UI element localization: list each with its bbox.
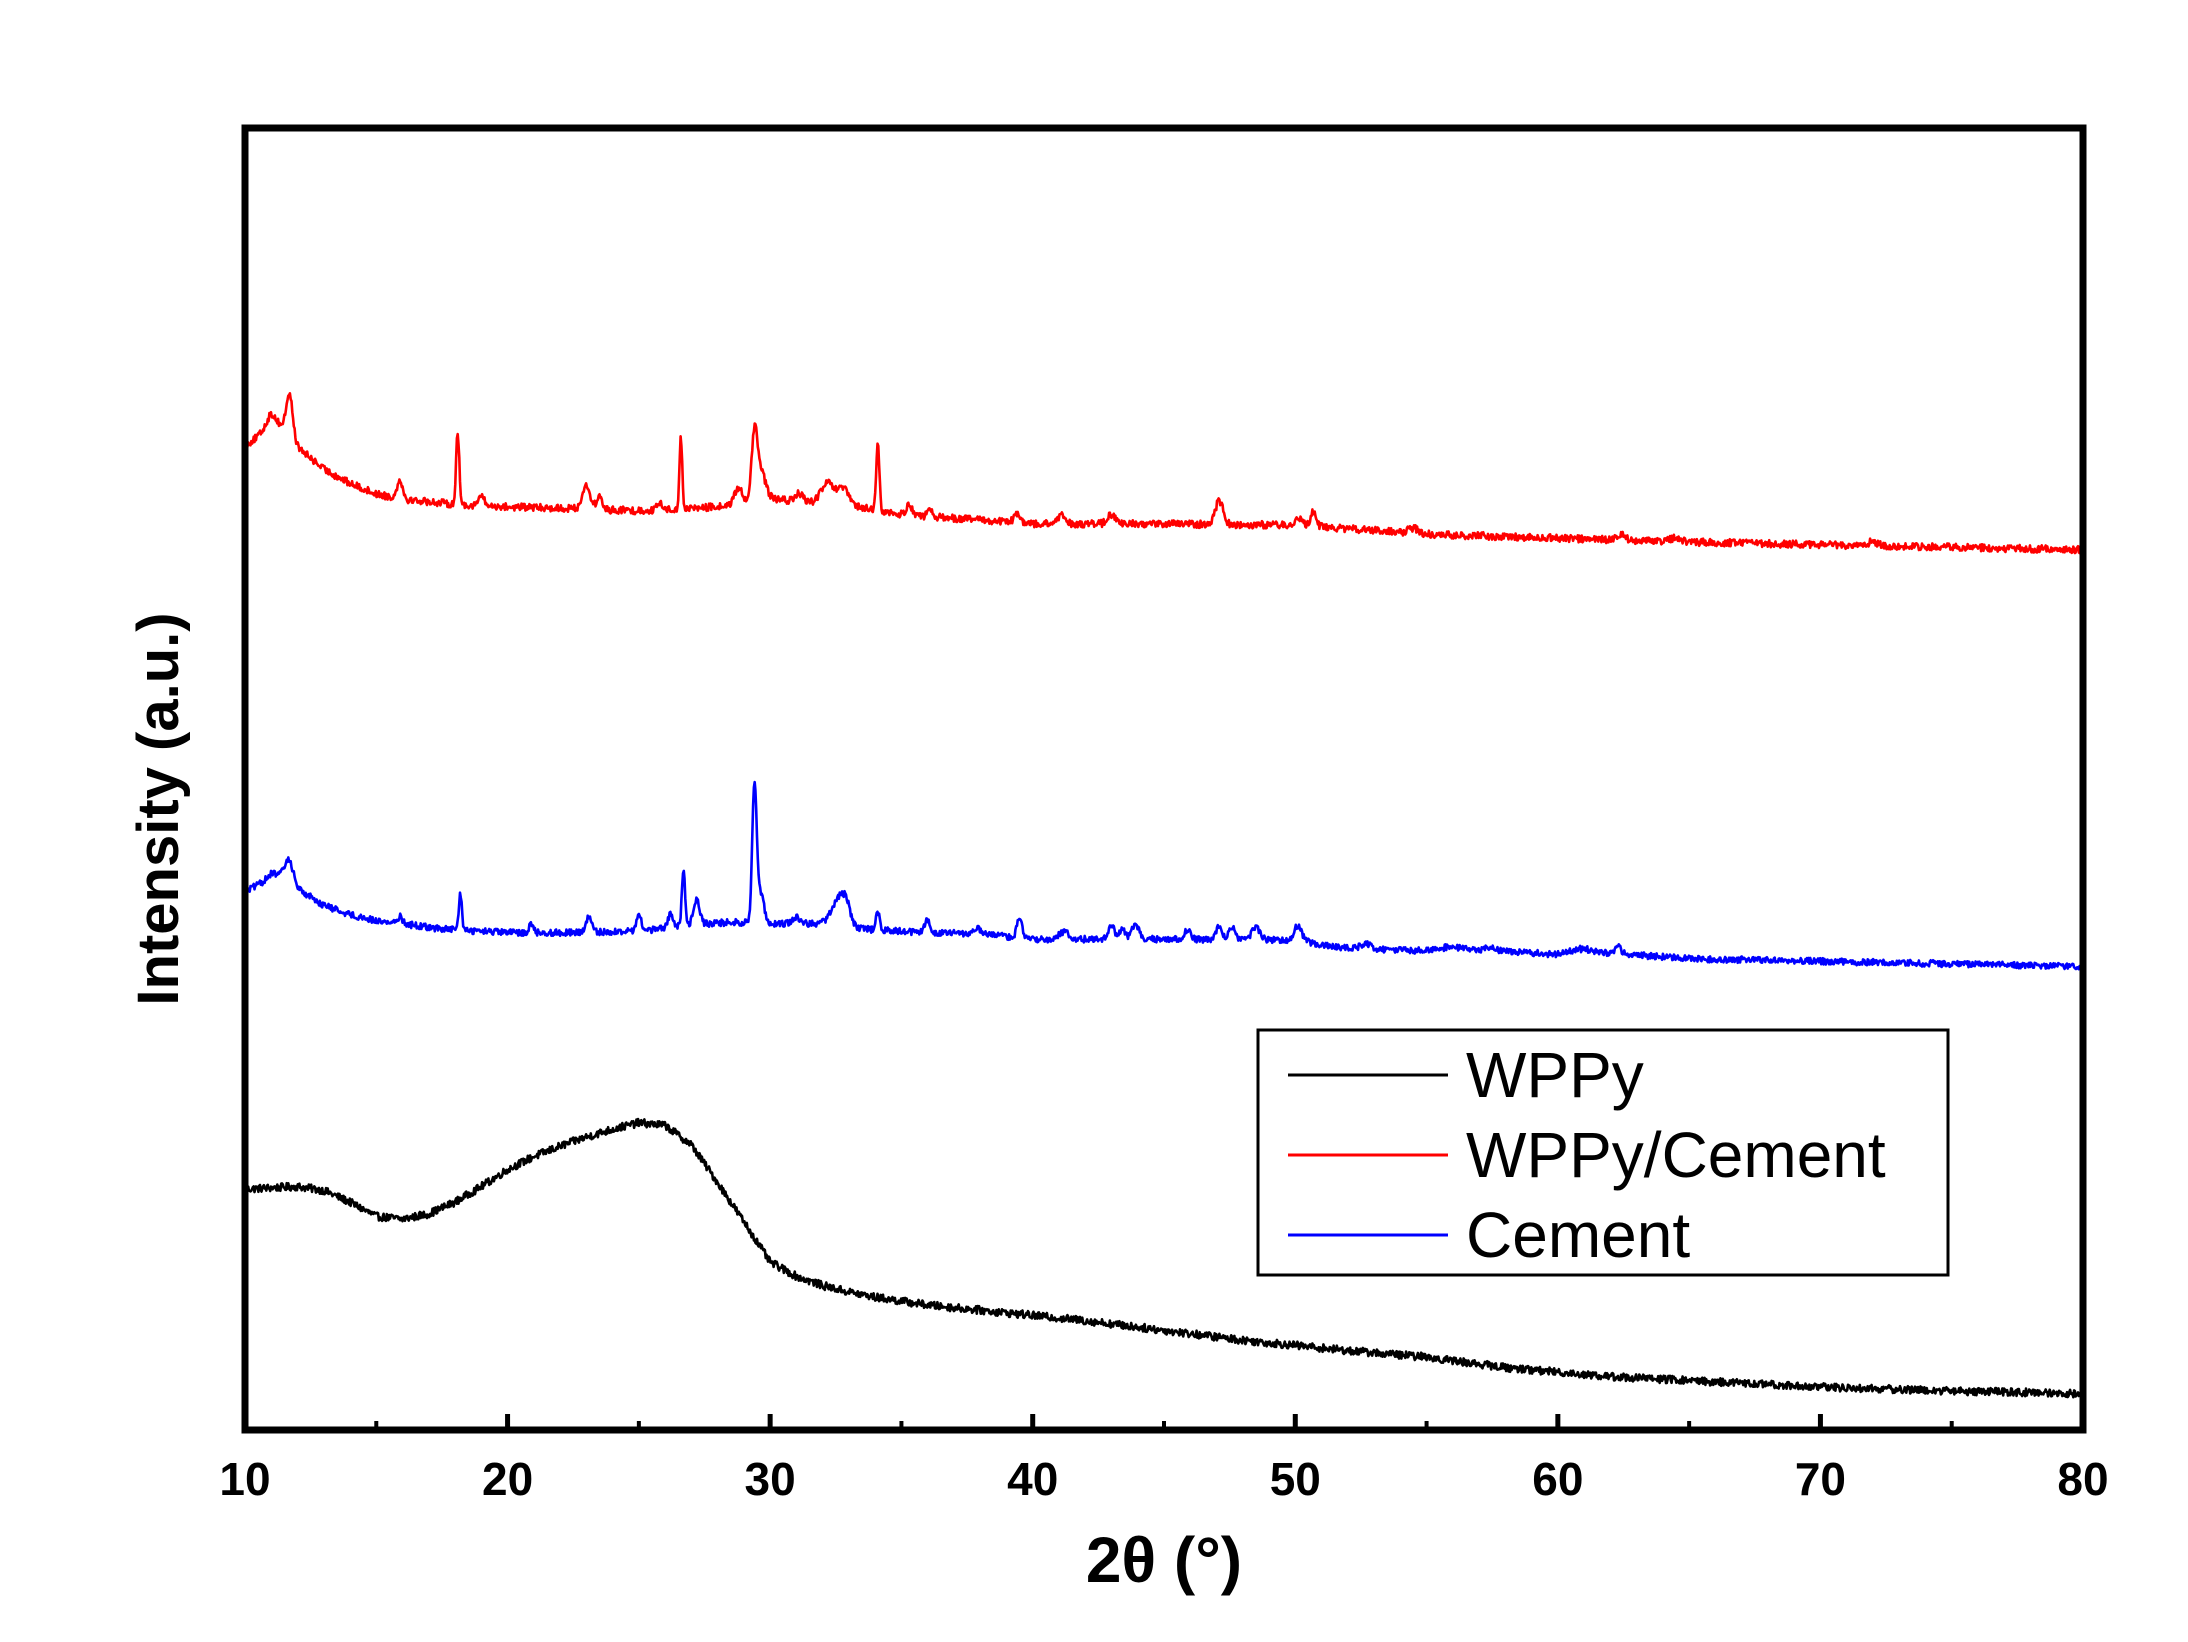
x-tick-label: 20 bbox=[482, 1453, 533, 1505]
series-layer bbox=[243, 392, 2084, 1399]
x-tick-label: 10 bbox=[219, 1453, 270, 1505]
legend-box bbox=[1256, 1028, 1950, 1277]
x-tick-label: 70 bbox=[1795, 1453, 1846, 1505]
x-tick-label: 60 bbox=[1532, 1453, 1583, 1505]
series-line-wppy bbox=[243, 1117, 2084, 1399]
x-tick-label: 80 bbox=[2057, 1453, 2108, 1505]
x-axis: 10 20 30 40 50 60 70 80 bbox=[219, 1414, 2109, 1505]
y-axis-title: Intensity (a.u.) bbox=[126, 612, 191, 1005]
x-axis-title: 2θ (°) bbox=[1086, 1524, 1242, 1596]
legend-label-wppy: WPPy bbox=[1466, 1039, 1644, 1111]
x-tick-label: 50 bbox=[1270, 1453, 1321, 1505]
legend-label-cement: Cement bbox=[1466, 1199, 1690, 1271]
x-tick-label: 30 bbox=[745, 1453, 796, 1505]
series-line-wppy-cement bbox=[243, 392, 2084, 555]
x-tick-label: 40 bbox=[1007, 1453, 1058, 1505]
legend: WPPy WPPy/Cement Cement bbox=[1256, 1028, 1950, 1277]
series-line-cement bbox=[244, 780, 2084, 971]
legend-label-wppy-cement: WPPy/Cement bbox=[1466, 1119, 1886, 1191]
